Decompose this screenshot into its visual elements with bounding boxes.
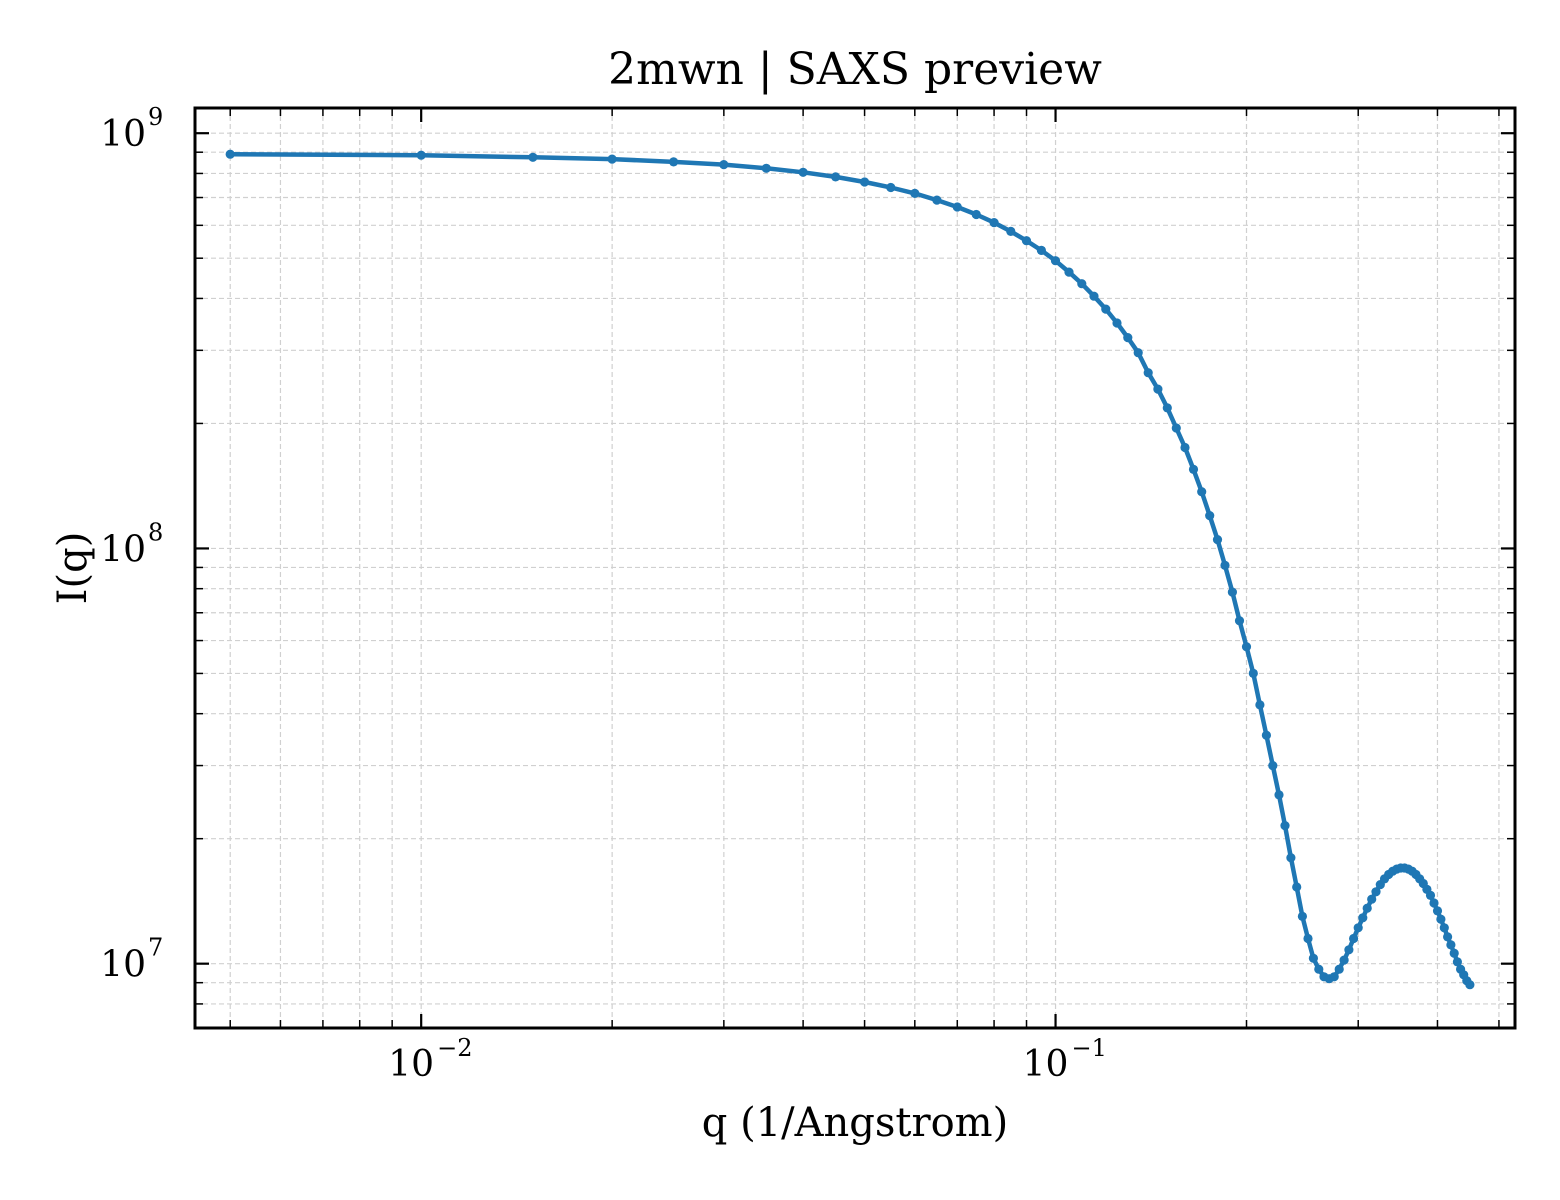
data-point: [1344, 945, 1354, 955]
data-point: [910, 188, 920, 198]
data-point: [1297, 911, 1307, 922]
data-point: [607, 154, 617, 164]
data-point: [1452, 957, 1462, 967]
data-point: [831, 172, 841, 182]
data-point: [860, 177, 870, 187]
plot-frame: [193, 106, 1517, 1030]
data-point: [1064, 267, 1074, 277]
data-point: [989, 218, 999, 228]
data-point: [1234, 616, 1245, 626]
data-point: [1439, 923, 1449, 933]
data-point: [1162, 403, 1172, 413]
data-point: [1123, 333, 1133, 343]
data-point: [1089, 291, 1099, 301]
data-point: [798, 167, 808, 177]
chart-title: 2mwn | SAXS preview: [608, 44, 1102, 95]
data-point: [761, 163, 771, 173]
data-point: [1143, 368, 1153, 378]
data-point: [1188, 464, 1199, 474]
data-point: [1197, 487, 1207, 497]
data-point: [669, 157, 679, 167]
data-point: [971, 209, 981, 220]
data-point: [1280, 821, 1290, 831]
data-point: [1349, 933, 1359, 944]
data-point: [1367, 894, 1377, 904]
data-point: [932, 195, 942, 205]
data-point: [719, 160, 729, 170]
data-point: [1339, 955, 1349, 965]
ticks: 10 −2 10 −110 710 810 9: [100, 103, 1515, 1085]
data-point: [1101, 304, 1111, 314]
data-point: [1329, 972, 1339, 982]
data-point: [1133, 348, 1143, 358]
data-point: [225, 149, 235, 159]
data-point: [1153, 384, 1163, 394]
y-tick-label: 10: [100, 114, 146, 155]
data-point: [1362, 903, 1372, 913]
data-point: [1286, 853, 1296, 863]
data-point: [1112, 318, 1122, 328]
data-point: [1077, 279, 1087, 289]
data-point: [1292, 882, 1302, 892]
series-layer: [225, 149, 1475, 990]
data-point: [416, 150, 426, 160]
y-tick-label-exponent: 9: [148, 103, 163, 131]
data-point: [1268, 761, 1278, 771]
x-tick-label-exponent: −1: [1072, 1034, 1107, 1062]
y-tick-label-exponent: 8: [148, 518, 163, 546]
data-point: [1314, 964, 1324, 974]
data-point: [1303, 933, 1313, 944]
data-point: [1446, 940, 1456, 950]
data-point: [1436, 914, 1446, 924]
series-line: [230, 151, 1472, 987]
data-point: [1334, 964, 1344, 974]
data-point: [1308, 953, 1318, 963]
data-point: [1353, 923, 1363, 933]
x-tick-label: 10: [388, 1044, 434, 1085]
grid: [195, 108, 1515, 1029]
x-axis-label: q (1/Angstrom): [702, 1100, 1008, 1146]
data-point: [1261, 730, 1271, 740]
data-point: [1036, 245, 1046, 255]
data-point: [1205, 510, 1215, 521]
data-point: [1449, 948, 1459, 958]
y-axis-label: I(q): [50, 532, 96, 605]
data-point: [1425, 890, 1436, 901]
y-tick-label: 10: [100, 529, 146, 570]
data-point: [1248, 668, 1258, 679]
data-point: [1241, 642, 1252, 652]
x-tick-label: 10: [1023, 1044, 1069, 1085]
data-point: [1171, 423, 1181, 433]
data-point: [1050, 256, 1061, 266]
data-point: [1358, 913, 1368, 923]
data-point: [952, 202, 962, 212]
data-point: [1021, 236, 1032, 246]
data-point: [1443, 932, 1453, 942]
data-point: [886, 182, 896, 193]
data-point: [1227, 587, 1237, 597]
data-point: [1006, 226, 1016, 236]
data-point: [1371, 887, 1381, 897]
data-point: [1220, 560, 1230, 571]
data-point: [1255, 700, 1265, 710]
y-tick-label: 10: [100, 945, 146, 986]
data-point: [1432, 906, 1443, 916]
data-point: [528, 152, 538, 162]
data-point: [1465, 980, 1475, 990]
data-point: [1180, 442, 1190, 453]
x-tick-label-exponent: −2: [437, 1034, 472, 1062]
data-point: [1274, 790, 1284, 800]
data-point: [1429, 898, 1439, 908]
data-point: [1212, 535, 1223, 545]
y-tick-label-exponent: 7: [148, 934, 163, 962]
